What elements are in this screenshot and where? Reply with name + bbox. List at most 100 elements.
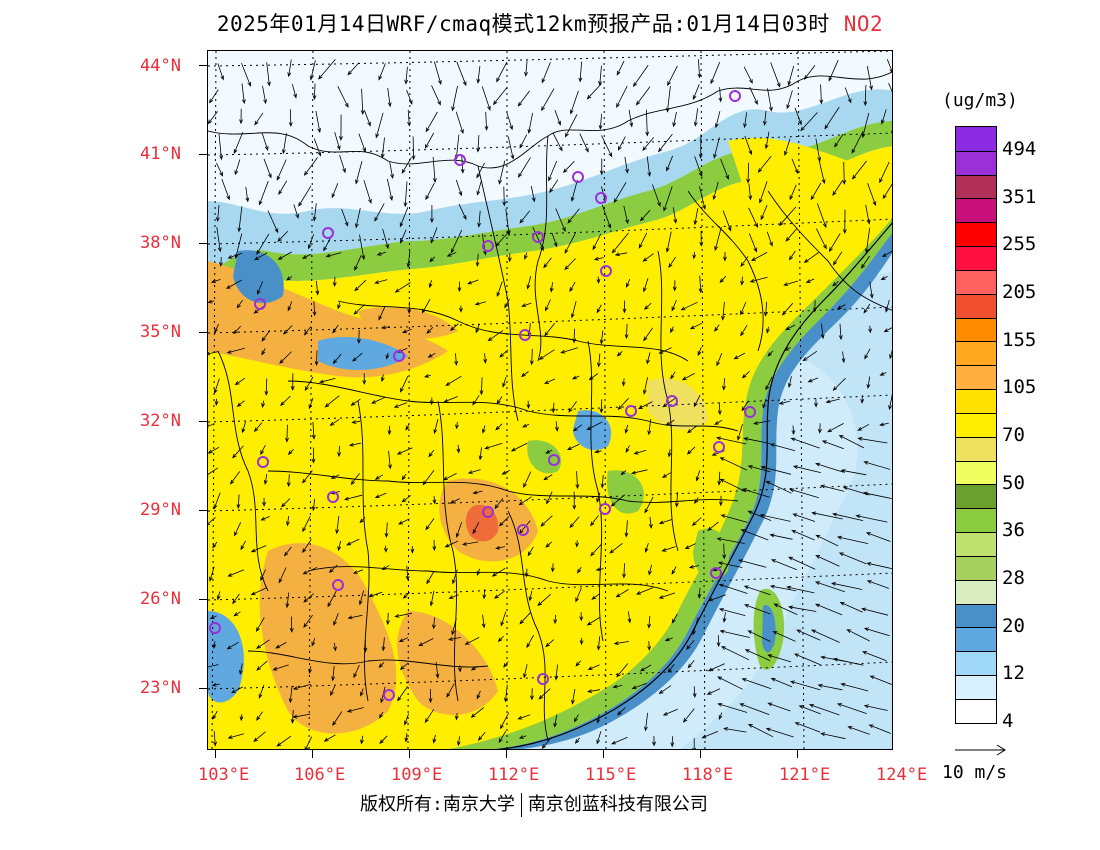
station-marker[interactable] [517, 524, 529, 536]
wind-arrow [286, 276, 293, 281]
wind-arrow [481, 86, 491, 111]
station-marker[interactable] [548, 454, 560, 466]
wind-arrow [387, 425, 392, 436]
wind-arrow [234, 522, 242, 537]
wind-arrow [611, 736, 628, 745]
wind-arrow [560, 347, 578, 354]
wind-arrow [245, 186, 250, 203]
station-marker[interactable] [383, 689, 395, 701]
wind-arrow [644, 496, 654, 514]
concentration-map[interactable] [207, 50, 893, 750]
wind-arrow [862, 491, 892, 500]
station-marker[interactable] [599, 503, 611, 515]
wind-arrow [314, 350, 319, 367]
station-marker[interactable] [666, 395, 678, 407]
wind-arrow [707, 521, 719, 531]
station-marker[interactable] [625, 405, 637, 417]
wind-arrow [869, 675, 892, 685]
wind-arrow [519, 612, 531, 625]
wind-arrow [860, 255, 871, 269]
wind-arrow [671, 299, 677, 312]
station-marker[interactable] [744, 406, 756, 418]
wind-arrow [423, 373, 431, 378]
station-marker[interactable] [393, 350, 405, 362]
wind-arrow [862, 651, 887, 662]
wind-arrow [276, 159, 287, 181]
wind-arrow [647, 641, 652, 651]
station-marker[interactable] [209, 622, 221, 634]
wind-arrow [722, 612, 727, 623]
blue-pocket-4 [208, 611, 244, 703]
wind-arrow [747, 465, 771, 473]
wind-arrow [671, 613, 678, 624]
station-marker[interactable] [482, 506, 494, 518]
wind-arrow [307, 234, 315, 250]
station-marker[interactable] [519, 329, 531, 341]
wind-arrow [747, 630, 771, 642]
station-marker[interactable] [254, 298, 266, 310]
wind-arrow [456, 444, 461, 454]
wind-arrow [261, 132, 269, 151]
station-marker[interactable] [322, 227, 334, 239]
station-marker[interactable] [327, 491, 339, 503]
wind-arrow [330, 685, 336, 697]
station-marker[interactable] [532, 231, 544, 243]
wind-arrow [719, 478, 747, 493]
wind-arrow [329, 418, 340, 426]
wind-arrow [254, 112, 264, 126]
station-marker[interactable] [595, 192, 607, 204]
station-marker[interactable] [572, 171, 584, 183]
wind-arrow [226, 641, 239, 650]
wind-arrow [644, 712, 648, 732]
wind-arrow [622, 300, 627, 314]
wind-arrow [814, 581, 845, 593]
north-green-band [208, 121, 892, 296]
wind-arrow [477, 210, 482, 228]
station-marker[interactable] [729, 90, 741, 102]
wind-arrow [740, 324, 748, 337]
colorbar-segment [956, 579, 996, 604]
wind-arrow [815, 138, 822, 162]
station-marker[interactable] [454, 154, 466, 166]
wind-arrow [258, 684, 265, 699]
wind-arrow [527, 112, 533, 134]
station-marker[interactable] [710, 567, 722, 579]
wind-arrow [432, 617, 436, 630]
wind-arrow [330, 474, 340, 479]
station-marker[interactable] [257, 456, 269, 468]
province-boundaries [208, 71, 892, 742]
station-marker[interactable] [713, 441, 725, 453]
orange-patch-southwest [259, 543, 397, 734]
wind-arrow [360, 688, 364, 697]
colorbar-segment [956, 269, 996, 294]
wind-arrow [213, 378, 220, 394]
colorbar [955, 126, 997, 724]
wind-arrow [674, 491, 679, 508]
wind-arrow [208, 516, 216, 526]
wind-arrow [467, 469, 481, 474]
wind-arrow [836, 703, 867, 714]
wind-arrow [740, 529, 769, 541]
wind-arrow [476, 690, 481, 700]
wind-arrow [432, 496, 437, 505]
station-marker[interactable] [482, 240, 494, 252]
wind-arrow [498, 160, 506, 185]
wind-arrow [241, 83, 246, 105]
wind-arrow [701, 730, 719, 739]
wind-arrow [719, 276, 726, 284]
station-marker[interactable] [332, 579, 344, 591]
wind-arrow [456, 736, 461, 747]
wind-arrow [579, 612, 584, 622]
wind-arrow [302, 516, 311, 533]
wind-arrow [692, 84, 700, 101]
wind-arrow [682, 708, 695, 723]
wind-arrow [836, 304, 846, 310]
wind-arrow [594, 449, 602, 454]
wind-arrow [470, 665, 479, 671]
wind-arrow [398, 637, 408, 643]
wind-arrow [261, 330, 271, 342]
station-marker[interactable] [600, 265, 612, 277]
wind-arrow [337, 445, 342, 458]
station-marker[interactable] [537, 673, 549, 685]
wind-arrow [889, 349, 892, 360]
